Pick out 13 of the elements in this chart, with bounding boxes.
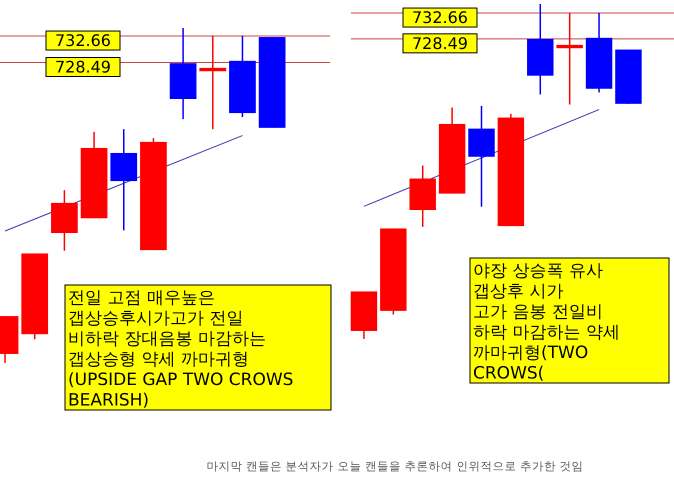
note-box: 야장 상승폭 유사 갭상후 시가 고가 음봉 전일비 하락 마감하는 약세 까마귀형(TWO CROWS( <box>470 258 670 384</box>
text: 마지막 캔들은 분석자가 오늘 캔들을 추론하여 인위적으로 추가한 것임 <box>206 459 584 473</box>
annotation: 야장 상승폭 유사 갭상후 시가 고가 음봉 전일비 하락 마감하는 약세 까마귀형(TWO CROWS( <box>473 261 620 384</box>
annotation: 전일 고점 매우높은 갭상승후시가고가 전일 비하락 장대음봉 마감하는 갭상승형 약세 까마귀형 (UPSIDE GAP TWO CROWS BEARISH) <box>68 288 294 410</box>
annotation: 728.49 <box>55 58 111 77</box>
annotation: 732.66 <box>55 31 111 50</box>
line-label: 732.66 <box>402 8 478 28</box>
annotation: 728.49 <box>412 34 468 53</box>
line-label: 728.49 <box>46 57 120 77</box>
annotation: 732.66 <box>412 8 468 28</box>
note-box: 전일 고점 매우높은 갭상승후시가고가 전일 비하락 장대음봉 마감하는 갭상승형 약세 까마귀형 (UPSIDE GAP TWO CROWS BEARISH) <box>64 284 332 410</box>
line-label: 728.49 <box>402 33 478 54</box>
line-label: 732.66 <box>46 30 120 51</box>
